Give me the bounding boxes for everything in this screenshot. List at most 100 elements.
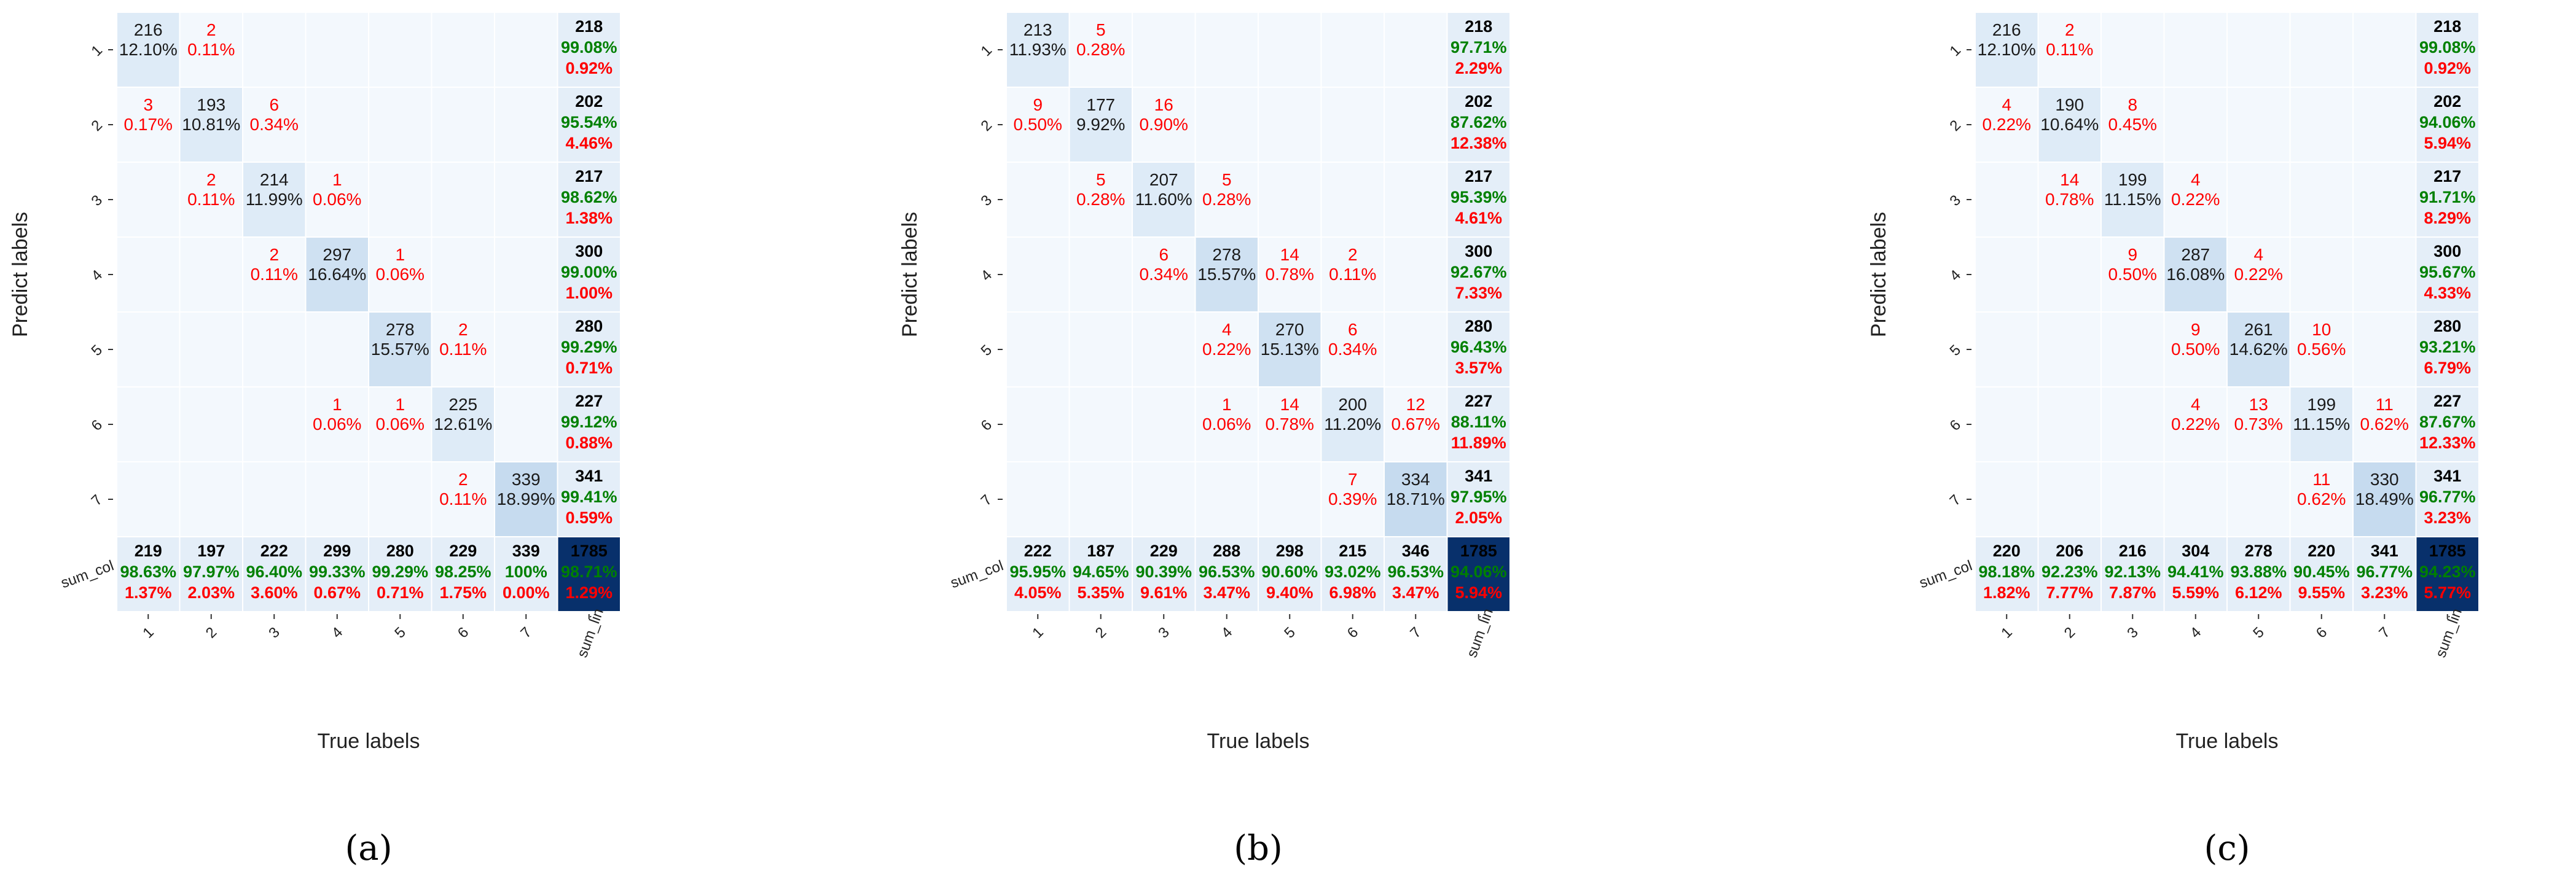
diagonal-count: 207 [1149,170,1178,189]
col-tick-label: 1 [1029,624,1047,642]
diagonal-cell [2037,87,2102,163]
matrix-cell-bg [2226,536,2291,612]
diagonal-cell [1258,311,1322,388]
diagonal-percent: 11.99% [246,190,303,209]
matrix-cell-bg [2415,461,2480,537]
matrix-cell-bg [2226,386,2291,462]
diagonal-count: 261 [2244,320,2273,339]
matrix-cell-bg [368,386,433,462]
matrix-cell-bg [1258,461,1322,537]
matrix-cell-bg [2289,87,2354,163]
col-sum-count: 280 [386,542,414,560]
row-tick-label: 6 [1946,416,1964,434]
offdiag-percent: 0.28% [1202,190,1251,209]
diagonal-count: 278 [386,320,415,339]
matrix-cell-bg [1975,386,2039,462]
col-sum-count: 187 [1087,542,1114,560]
row-sum-count: 217 [2433,167,2461,185]
diagonal-percent: 18.99% [497,489,555,508]
row-sum-count: 227 [575,392,603,410]
diagonal-percent: 18.49% [2355,489,2414,508]
offdiag-count: 4 [2191,395,2201,414]
matrix-cell-bg [1194,461,1259,537]
row-sum-correct: 99.41% [561,488,617,506]
col-sum-count: 215 [1339,542,1366,560]
row-sum-count: 280 [575,317,603,335]
offdiag-count: 1 [332,170,342,189]
col-tick-label: 2 [2061,624,2079,642]
matrix-cell-bg [2352,236,2417,313]
col-sum-count: 278 [2245,542,2273,560]
col-tick-label: 5 [2250,624,2268,642]
offdiag-percent: 0.06% [376,415,425,434]
offdiag-count: 4 [2002,95,2011,114]
row-sum-count: 300 [575,242,603,260]
col-tick-label: 6 [1344,624,1362,642]
x-axis-label: True labels [1207,730,1310,753]
matrix-cell-bg [242,536,307,612]
matrix-cell-bg [2037,12,2102,88]
col-tick-label: 6 [455,624,472,642]
diagonal-percent: 16.64% [308,265,366,284]
row-tick-label: 5 [977,341,995,359]
row-sum-correct: 99.08% [2419,38,2476,56]
total-correct: 94.06% [1450,563,1507,581]
matrix-cell-bg [1068,386,1133,462]
matrix-cell-bg [2415,386,2480,462]
total-correct: 94.23% [2419,563,2476,581]
matrix-cell-bg [305,12,369,88]
col-sum-error: 3.47% [1392,583,1439,602]
row-sum-error: 4.46% [565,134,613,152]
matrix-cell-bg [431,162,495,238]
matrix-cell-bg [2415,87,2480,163]
col-tick-label: 5 [391,624,409,642]
col-tick-label: 1 [139,624,157,642]
offdiag-count: 9 [2191,320,2201,339]
panel-caption: (b) [1234,828,1283,868]
matrix-cell-bg [1446,311,1511,388]
row-tick-label: 1 [1946,42,1964,60]
row-tick-label: 7 [88,491,106,509]
row-tick-label: 6 [977,416,995,434]
diagonal-percent: 15.57% [371,340,429,359]
offdiag-count: 5 [1096,170,1106,189]
offdiag-count: 9 [1033,95,1043,114]
row-sum-count: 280 [1465,317,1492,335]
offdiag-count: 11 [2376,395,2394,414]
row-sum-count: 217 [575,167,603,185]
matrix-cell-bg [431,12,495,88]
row-sum-correct: 92.67% [1450,263,1507,281]
offdiag-percent: 0.06% [376,265,425,284]
matrix-cell-bg [2226,87,2291,163]
matrix-cell-bg [1194,87,1259,163]
panel-caption: (a) [345,828,392,868]
diagonal-count: 214 [260,170,289,189]
matrix-cell-bg [1384,236,1448,313]
matrix-cell-bg [2100,311,2165,388]
matrix-cell-bg [1258,12,1322,88]
offdiag-percent: 0.34% [250,115,299,134]
diagonal-count: 193 [197,95,225,114]
matrix-cell-bg [242,236,307,313]
diagonal-percent: 14.62% [2230,340,2288,359]
matrix-cell-bg [179,162,243,238]
offdiag-percent: 0.11% [439,340,487,359]
matrix-cell-bg [116,386,181,462]
row-sum-error: 4.61% [1455,209,1502,227]
offdiag-count: 1 [1222,395,1232,414]
matrix-cell-bg [1975,87,2039,163]
diagonal-percent: 15.13% [1261,340,1319,359]
matrix-cell-bg [2163,461,2228,537]
matrix-cell-bg [1320,87,1385,163]
matrix-cell-bg [1132,311,1196,388]
diagonal-count: 297 [323,245,351,264]
diagonal-percent: 11.15% [2293,415,2350,434]
matrix-cell-bg [1446,162,1511,238]
matrix-cell-bg [2415,236,2480,313]
matrix-cell-bg [2037,536,2102,612]
diagonal-count: 339 [512,470,541,489]
offdiag-percent: 0.50% [2108,265,2157,284]
diagonal-percent: 11.60% [1135,190,1192,209]
row-sum-count: 202 [2433,92,2461,111]
total-count: 1785 [571,542,608,560]
